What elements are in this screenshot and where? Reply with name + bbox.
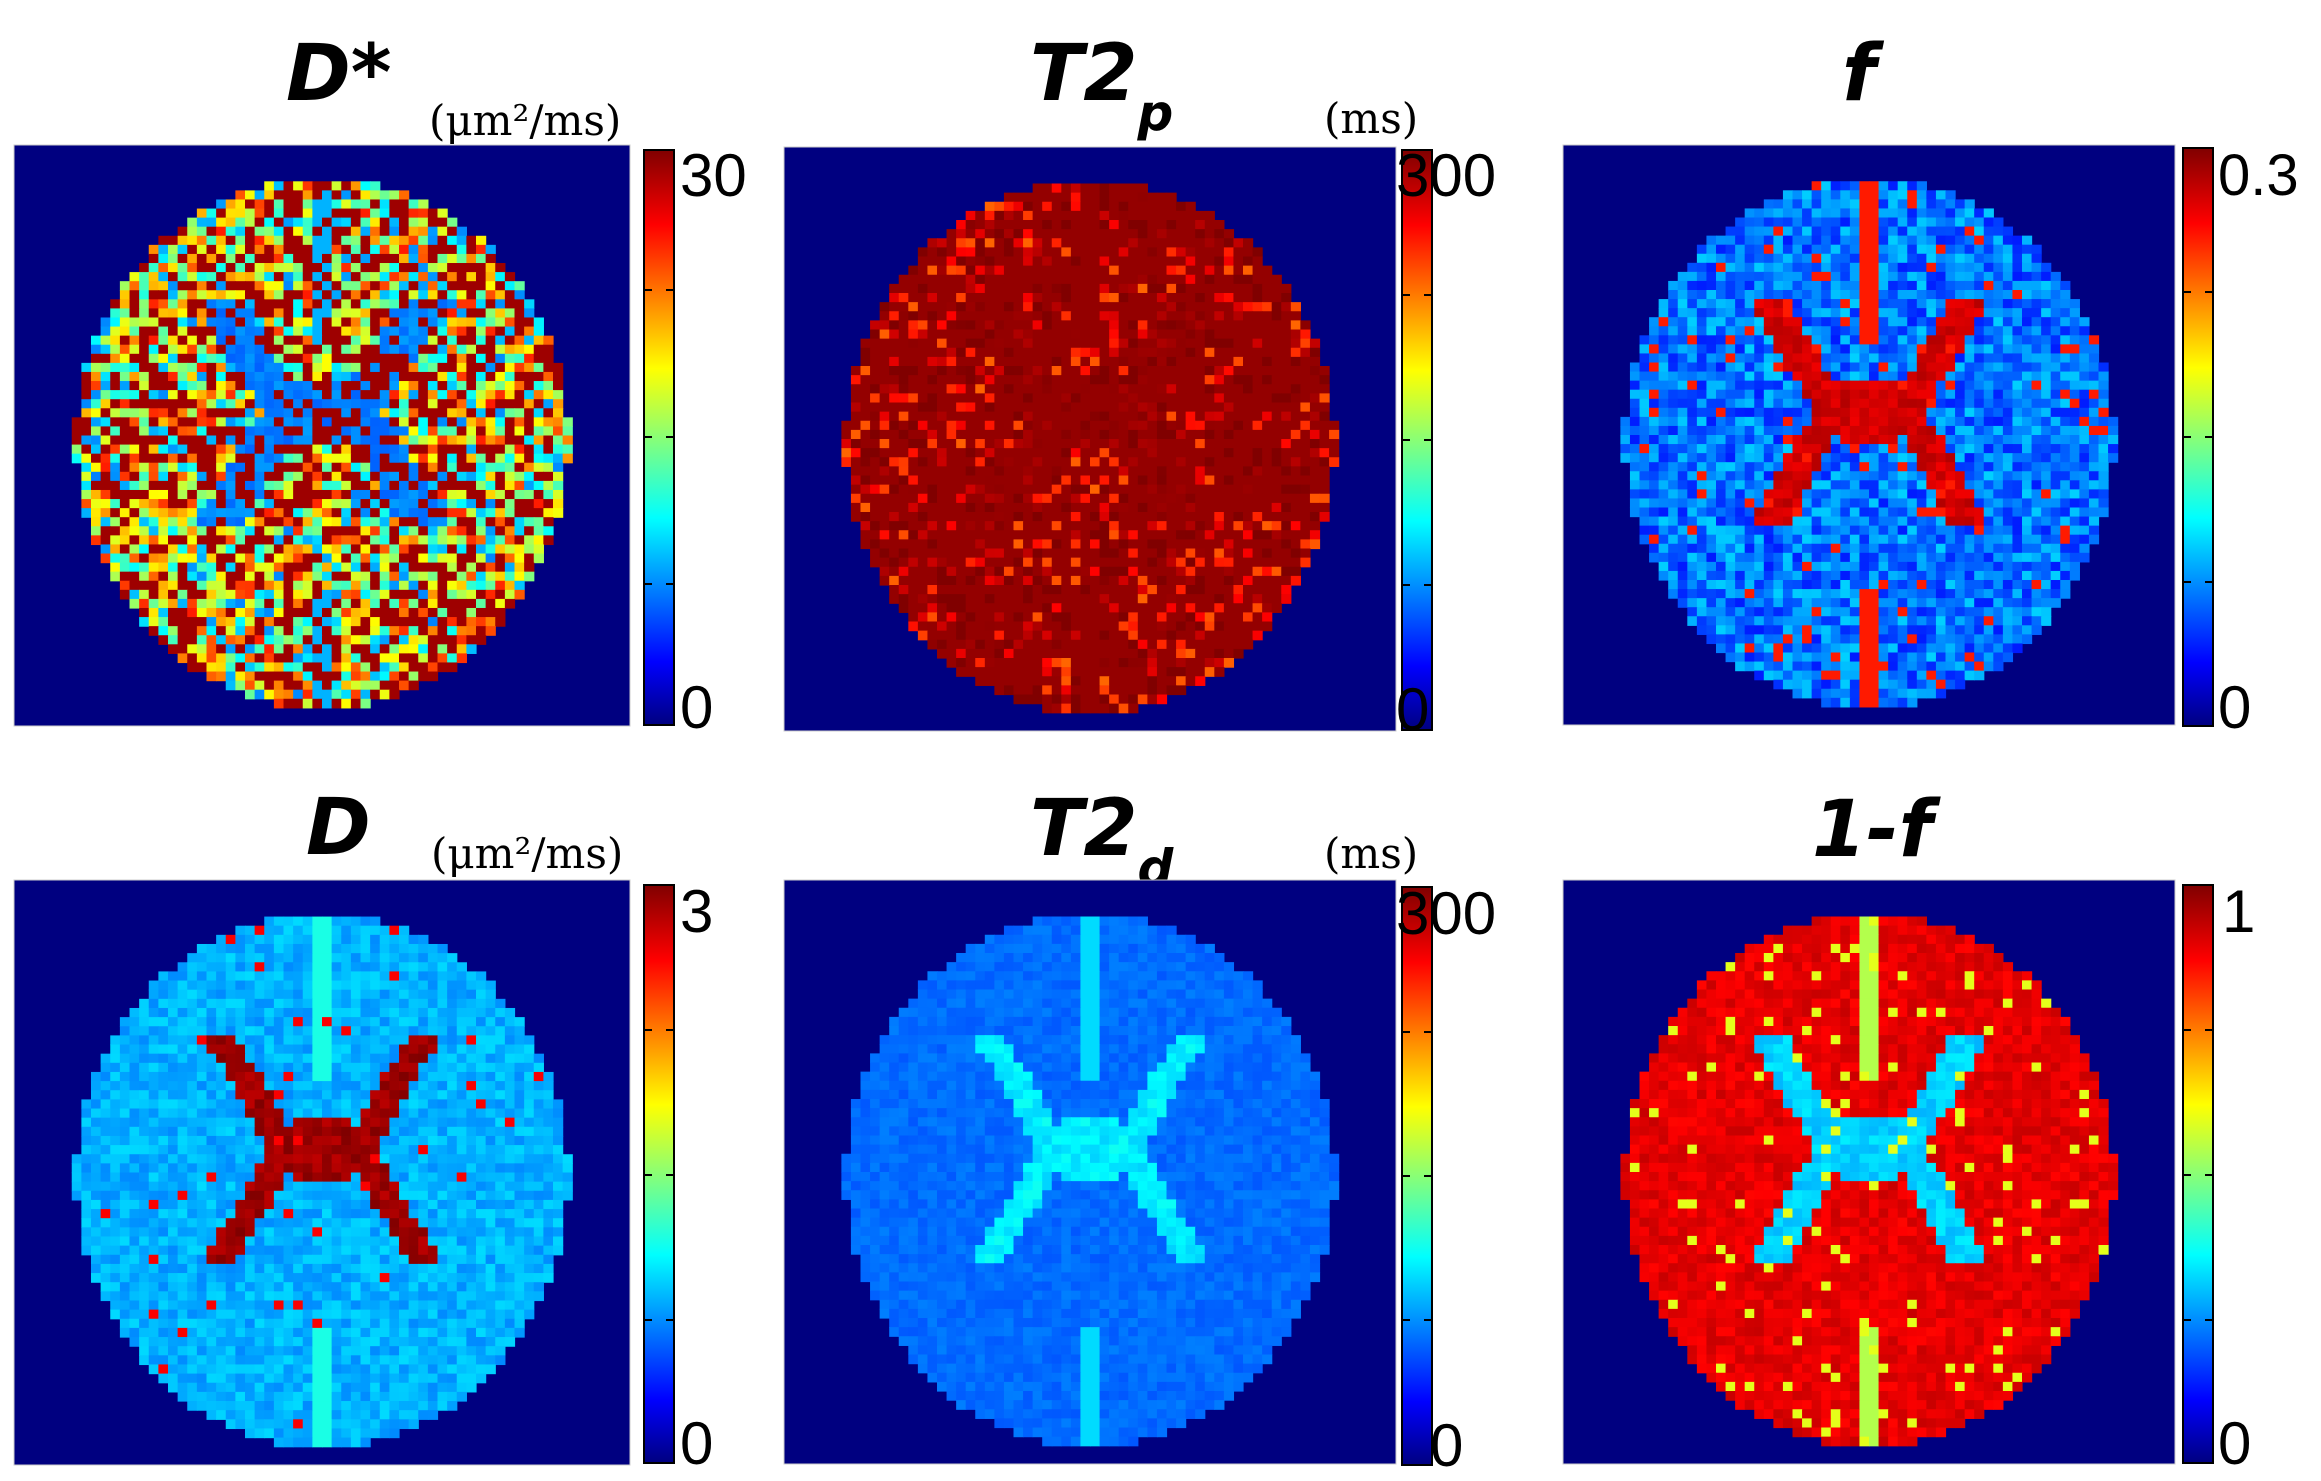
panel-t2d: T2d (ms) 300 0: [783, 784, 1496, 1479]
panel-d: D (μm²/ms) 3 0: [13, 783, 713, 1477]
colorbar-max-label: 300: [1396, 880, 1496, 947]
panel-title: D*: [286, 29, 392, 119]
panel-title: f: [1842, 29, 1885, 119]
colorbar-ticks: [2183, 1029, 2213, 1321]
panel-title: T2p: [1030, 29, 1173, 142]
colorbar-max-label: 30: [680, 142, 747, 209]
colorbar-ticks: [1402, 294, 1432, 586]
brain-map-image: [1562, 879, 2176, 1465]
colorbar-min-label: 0: [680, 674, 713, 741]
unit-label: (ms): [1324, 829, 1418, 878]
colorbar-min-label: 0: [2218, 1410, 2251, 1477]
panel-f: f 0.3 0: [1562, 29, 2299, 741]
unit-label: (ms): [1324, 94, 1418, 143]
colorbar-max-label: 1: [2222, 878, 2255, 945]
brain-map-image: [13, 144, 631, 727]
colorbar-min-label: 0: [1396, 676, 1429, 743]
colorbar-ticks: [644, 289, 674, 585]
panel-title: D: [306, 783, 371, 873]
colorbar-min-label: 0: [1430, 1412, 1463, 1479]
brain-map-image: [13, 879, 631, 1466]
colorbar-max-label: 300: [1396, 142, 1496, 209]
panel-title: 1-f: [1812, 785, 1942, 875]
panel-dstar: D* (μm²/ms) 30 0: [13, 29, 747, 741]
colorbar-ticks: [644, 1029, 674, 1321]
colorbar-max-label: 3: [680, 878, 713, 945]
panel-one-minus-f: 1-f 1 0: [1562, 785, 2255, 1477]
unit-label: (μm²/ms): [431, 829, 623, 878]
unit-label: (μm²/ms): [429, 96, 621, 145]
brain-map-image: [783, 146, 1397, 732]
panel-t2p: T2p (ms) 300 0: [783, 29, 1496, 743]
brain-map-image: [1562, 144, 2176, 726]
colorbar-max-label: 0.3: [2218, 143, 2299, 208]
brain-map-image: [783, 879, 1397, 1465]
colorbar-ticks: [1402, 1031, 1432, 1321]
colorbar-min-label: 0: [680, 1410, 713, 1477]
colorbar-min-label: 0: [2218, 674, 2251, 741]
colorbar-ticks: [2183, 291, 2213, 583]
